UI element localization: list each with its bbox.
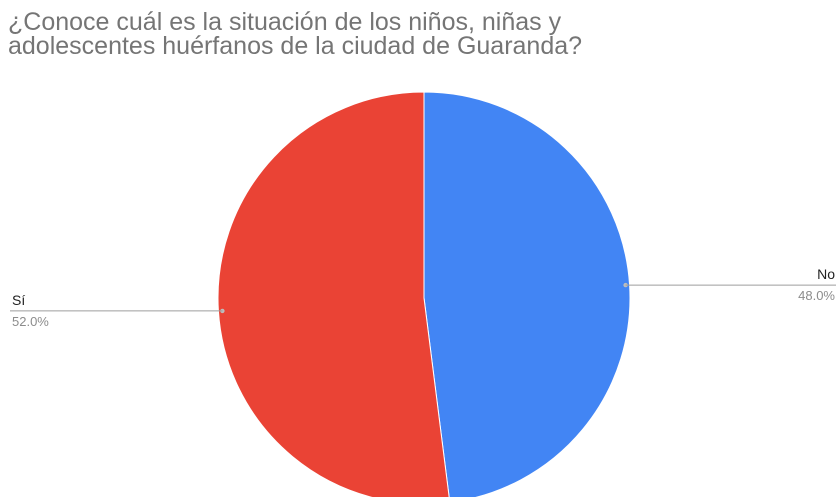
slice-label-no: No xyxy=(817,266,835,282)
slice-percent-si: 52.0% xyxy=(12,314,49,329)
pie-labels: No 48.0% Sí 52.0% xyxy=(10,266,836,329)
pie-slice-no xyxy=(423,91,631,497)
slice-label-si: Sí xyxy=(12,292,25,308)
pie-slice-si xyxy=(217,91,450,497)
pie-slices xyxy=(217,91,631,497)
chart-title: ¿Conoce cuál es la situación de los niño… xyxy=(8,8,583,60)
slice-percent-no: 48.0% xyxy=(798,288,835,303)
